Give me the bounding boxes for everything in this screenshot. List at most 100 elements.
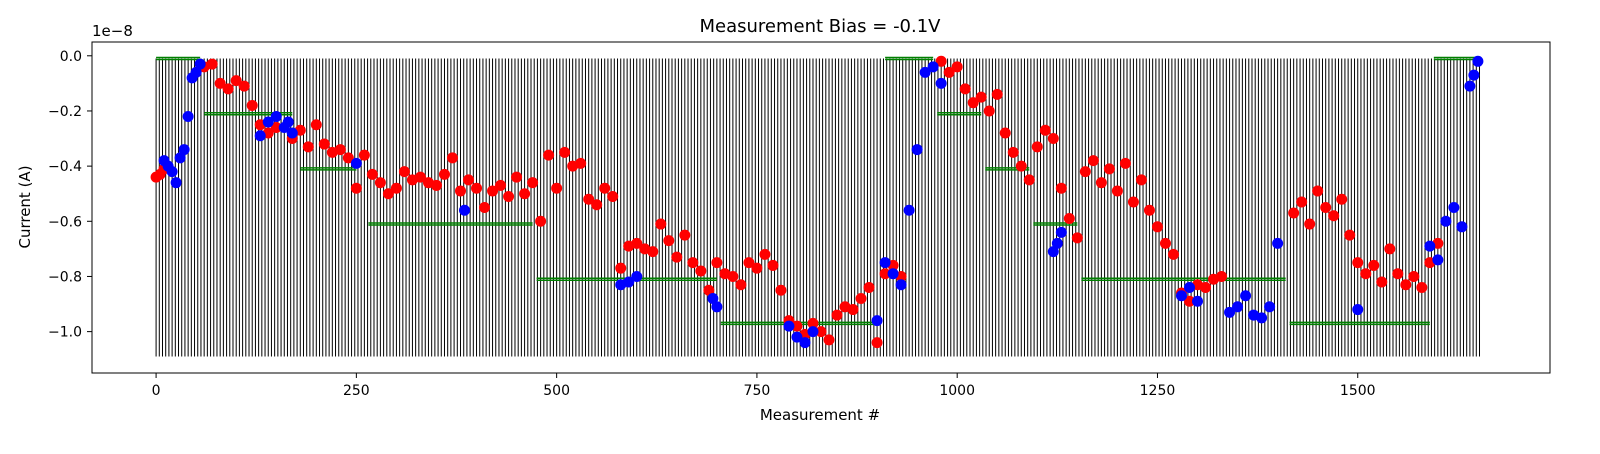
red-point: [951, 61, 963, 73]
red-point: [535, 215, 547, 227]
red-point: [527, 177, 539, 189]
blue-point: [631, 270, 643, 282]
red-point: [1304, 218, 1316, 230]
blue-point: [791, 331, 803, 343]
red-point: [1063, 213, 1075, 225]
blue-point: [1232, 301, 1244, 313]
y-tick-label: −0.4: [48, 159, 82, 175]
y-tick-label: −0.8: [48, 269, 82, 285]
red-point: [1167, 248, 1179, 260]
red-point: [446, 152, 458, 164]
red-point: [1328, 210, 1340, 222]
red-point: [751, 262, 763, 274]
red-point: [559, 146, 571, 158]
series-points: [150, 55, 1484, 349]
red-point: [1135, 174, 1147, 186]
blue-point: [166, 166, 178, 178]
x-tick-label: 750: [744, 383, 771, 399]
y-tick-label: −0.2: [48, 104, 82, 120]
red-point: [1023, 174, 1035, 186]
blue-point: [1464, 80, 1476, 92]
blue-point: [1456, 221, 1468, 233]
red-point: [1095, 177, 1107, 189]
red-point: [1039, 124, 1051, 136]
x-tick-label: 250: [343, 383, 370, 399]
red-point: [1376, 276, 1388, 288]
red-point: [767, 259, 779, 271]
chart-title: Measurement Bias = -0.1V: [699, 16, 941, 37]
blue-point: [262, 116, 274, 128]
red-point: [959, 83, 971, 95]
red-point: [647, 246, 659, 258]
blue-point: [807, 326, 819, 338]
red-point: [935, 55, 947, 67]
blue-point: [1468, 69, 1480, 81]
red-point: [222, 83, 234, 95]
red-point: [398, 166, 410, 178]
red-point: [943, 66, 955, 78]
red-point: [855, 293, 867, 305]
x-tick-label: 0: [152, 383, 161, 399]
blue-point: [1192, 295, 1204, 307]
blue-point: [711, 301, 723, 313]
red-point: [1151, 221, 1163, 233]
red-point: [1320, 202, 1332, 213]
blue-point: [1240, 290, 1252, 302]
red-point: [1047, 133, 1059, 145]
red-point: [390, 182, 402, 194]
red-point: [1055, 182, 1067, 194]
red-point: [551, 182, 563, 194]
blue-point: [903, 204, 915, 216]
axes-frame: [91, 41, 1551, 374]
blue-point: [927, 61, 939, 73]
red-point: [246, 99, 258, 111]
red-point: [1392, 268, 1404, 280]
red-point: [975, 91, 987, 103]
blue-point: [350, 157, 362, 169]
blue-point: [1424, 240, 1436, 252]
red-point: [1384, 243, 1396, 255]
blue-point: [1352, 304, 1364, 316]
red-point: [631, 237, 643, 249]
red-point: [1127, 196, 1139, 208]
red-point: [1312, 185, 1324, 197]
red-point: [519, 188, 531, 200]
blue-point: [170, 177, 182, 189]
red-point: [1087, 155, 1099, 167]
red-point: [1296, 196, 1308, 208]
red-point: [1103, 163, 1115, 175]
red-point: [967, 97, 979, 109]
red-point: [823, 334, 835, 346]
blue-point: [1272, 237, 1284, 249]
red-point: [1288, 207, 1300, 219]
red-point: [655, 218, 667, 230]
red-point: [663, 235, 675, 247]
red-point: [1200, 281, 1212, 293]
blue-point: [871, 315, 883, 327]
red-point: [366, 168, 378, 180]
red-point: [310, 119, 322, 131]
red-point: [334, 144, 346, 156]
red-point: [230, 75, 242, 87]
blue-point: [194, 58, 206, 70]
red-point: [599, 182, 611, 194]
blue-point: [895, 279, 907, 291]
red-point: [238, 80, 250, 92]
red-point: [1071, 232, 1083, 244]
red-point: [1159, 237, 1171, 249]
background-pattern: [155, 58, 1481, 357]
blue-point: [459, 204, 471, 216]
red-point: [1336, 193, 1348, 205]
x-tick-label: 1000: [939, 383, 975, 399]
red-point: [479, 202, 491, 213]
red-point: [206, 58, 218, 70]
blue-point: [911, 144, 923, 156]
blue-point: [182, 110, 194, 122]
red-point: [463, 174, 475, 186]
y-tick-label: −1.0: [48, 325, 82, 341]
red-point: [1408, 270, 1420, 282]
red-point: [711, 257, 723, 269]
red-point: [358, 149, 370, 161]
red-point: [583, 193, 595, 205]
